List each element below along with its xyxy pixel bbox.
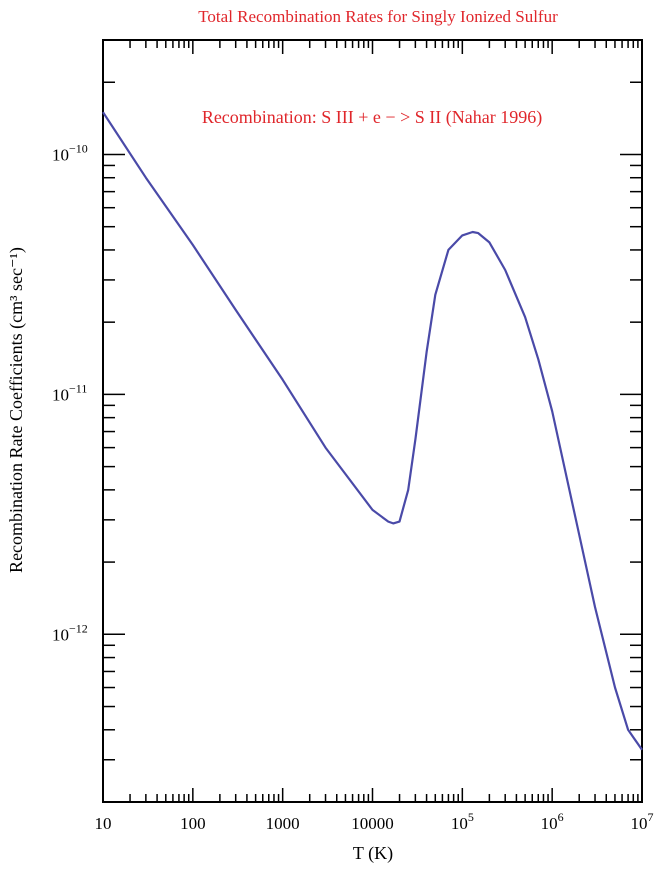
y-tick-label: 10−10 [52, 141, 88, 164]
x-tick-labels: 10 100 1000 10000 105 106 107 [95, 810, 654, 833]
y-tick-labels: 10−10 10−11 10−12 [52, 141, 88, 644]
x-tick-label: 100 [180, 814, 206, 833]
x-tick-label: 1000 [266, 814, 300, 833]
plot-frame [102, 39, 643, 803]
x-tick-label: 106 [541, 810, 564, 833]
x-tick-label: 10 [95, 814, 112, 833]
axis-ticks [102, 39, 643, 803]
x-tick-label: 10000 [351, 814, 394, 833]
y-axis-label: Recombination Rate Coefficients (cm³ sec… [6, 247, 27, 573]
series-line-recombination-rate [102, 111, 643, 751]
y-tick-label: 10−12 [52, 621, 88, 644]
x-axis-label: T (K) [353, 843, 393, 864]
y-tick-label: 10−11 [52, 381, 87, 404]
chart-annotation: Recombination: S III + e − > S II (Nahar… [202, 107, 542, 128]
chart-title: Total Recombination Rates for Singly Ion… [198, 7, 558, 26]
x-tick-label: 105 [451, 810, 474, 833]
x-tick-label: 107 [631, 810, 654, 833]
